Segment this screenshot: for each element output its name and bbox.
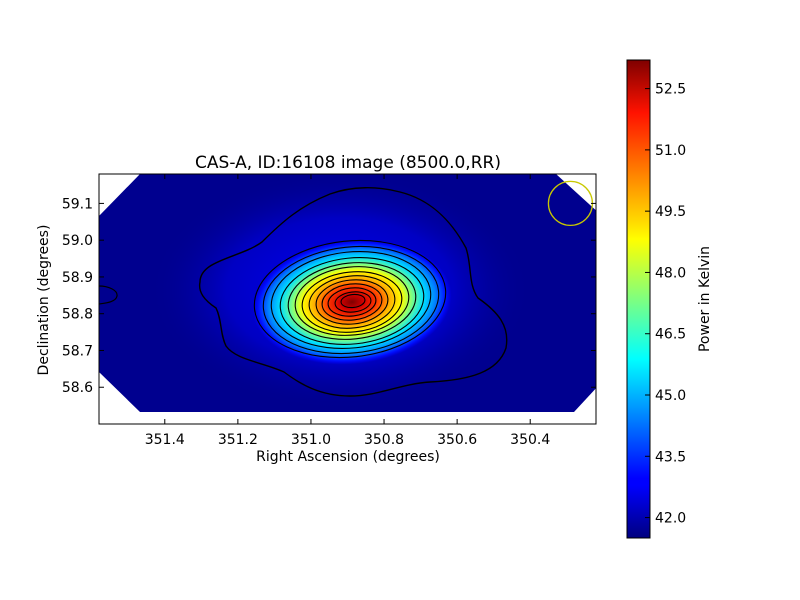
y-tick-label: 58.7 [62,343,93,359]
y-axis-label: Declination (degrees) [36,225,52,376]
colorbar [626,59,651,539]
colorbar-tick-label: 52.5 [655,82,686,98]
contour-left-edge [99,285,118,305]
y-tick-label: 58.6 [62,380,93,396]
colorbar-label: Power in Kelvin [697,246,713,352]
x-tick-label: 350.8 [364,432,404,448]
x-tick-label: 351.2 [218,432,258,448]
colorbar-tick-label: 42.0 [655,511,686,527]
x-axis-label: Right Ascension (degrees) [256,449,440,465]
x-tick-label: 350.6 [437,432,477,448]
colorbar-tick-label: 43.5 [655,449,686,465]
heatmap-image [99,174,596,412]
colorbar-tick-label: 48.0 [655,265,686,281]
x-axis-ticks: 351.4 351.2 351.0 350.8 350.6 350.4 [145,174,550,448]
contours-inner [253,239,447,359]
colorbar-tick-label: 45.0 [655,388,686,404]
colorbar-tick-label: 49.5 [655,204,686,220]
y-tick-label: 58.8 [62,307,93,323]
chart-title: CAS-A, ID:16108 image (8500.0,RR) [195,153,501,173]
contour-outer [198,187,508,397]
x-tick-label: 351.0 [291,432,331,448]
x-tick-label: 350.4 [510,432,550,448]
x-tick-label: 351.4 [145,432,185,448]
y-tick-label: 58.9 [62,270,93,286]
colorbar-tick-label: 46.5 [655,327,686,343]
y-tick-label: 59.1 [62,196,93,212]
y-tick-label: 59.0 [62,233,93,249]
y-axis-ticks: 58.6 58.7 58.8 58.9 59.0 59.1 [62,196,596,396]
axes-frame [98,173,597,425]
colorbar-tick-label: 51.0 [655,143,686,159]
colorbar-ticks: 42.0 43.5 45.0 46.5 48.0 49.5 51.0 52.5 [645,82,686,527]
